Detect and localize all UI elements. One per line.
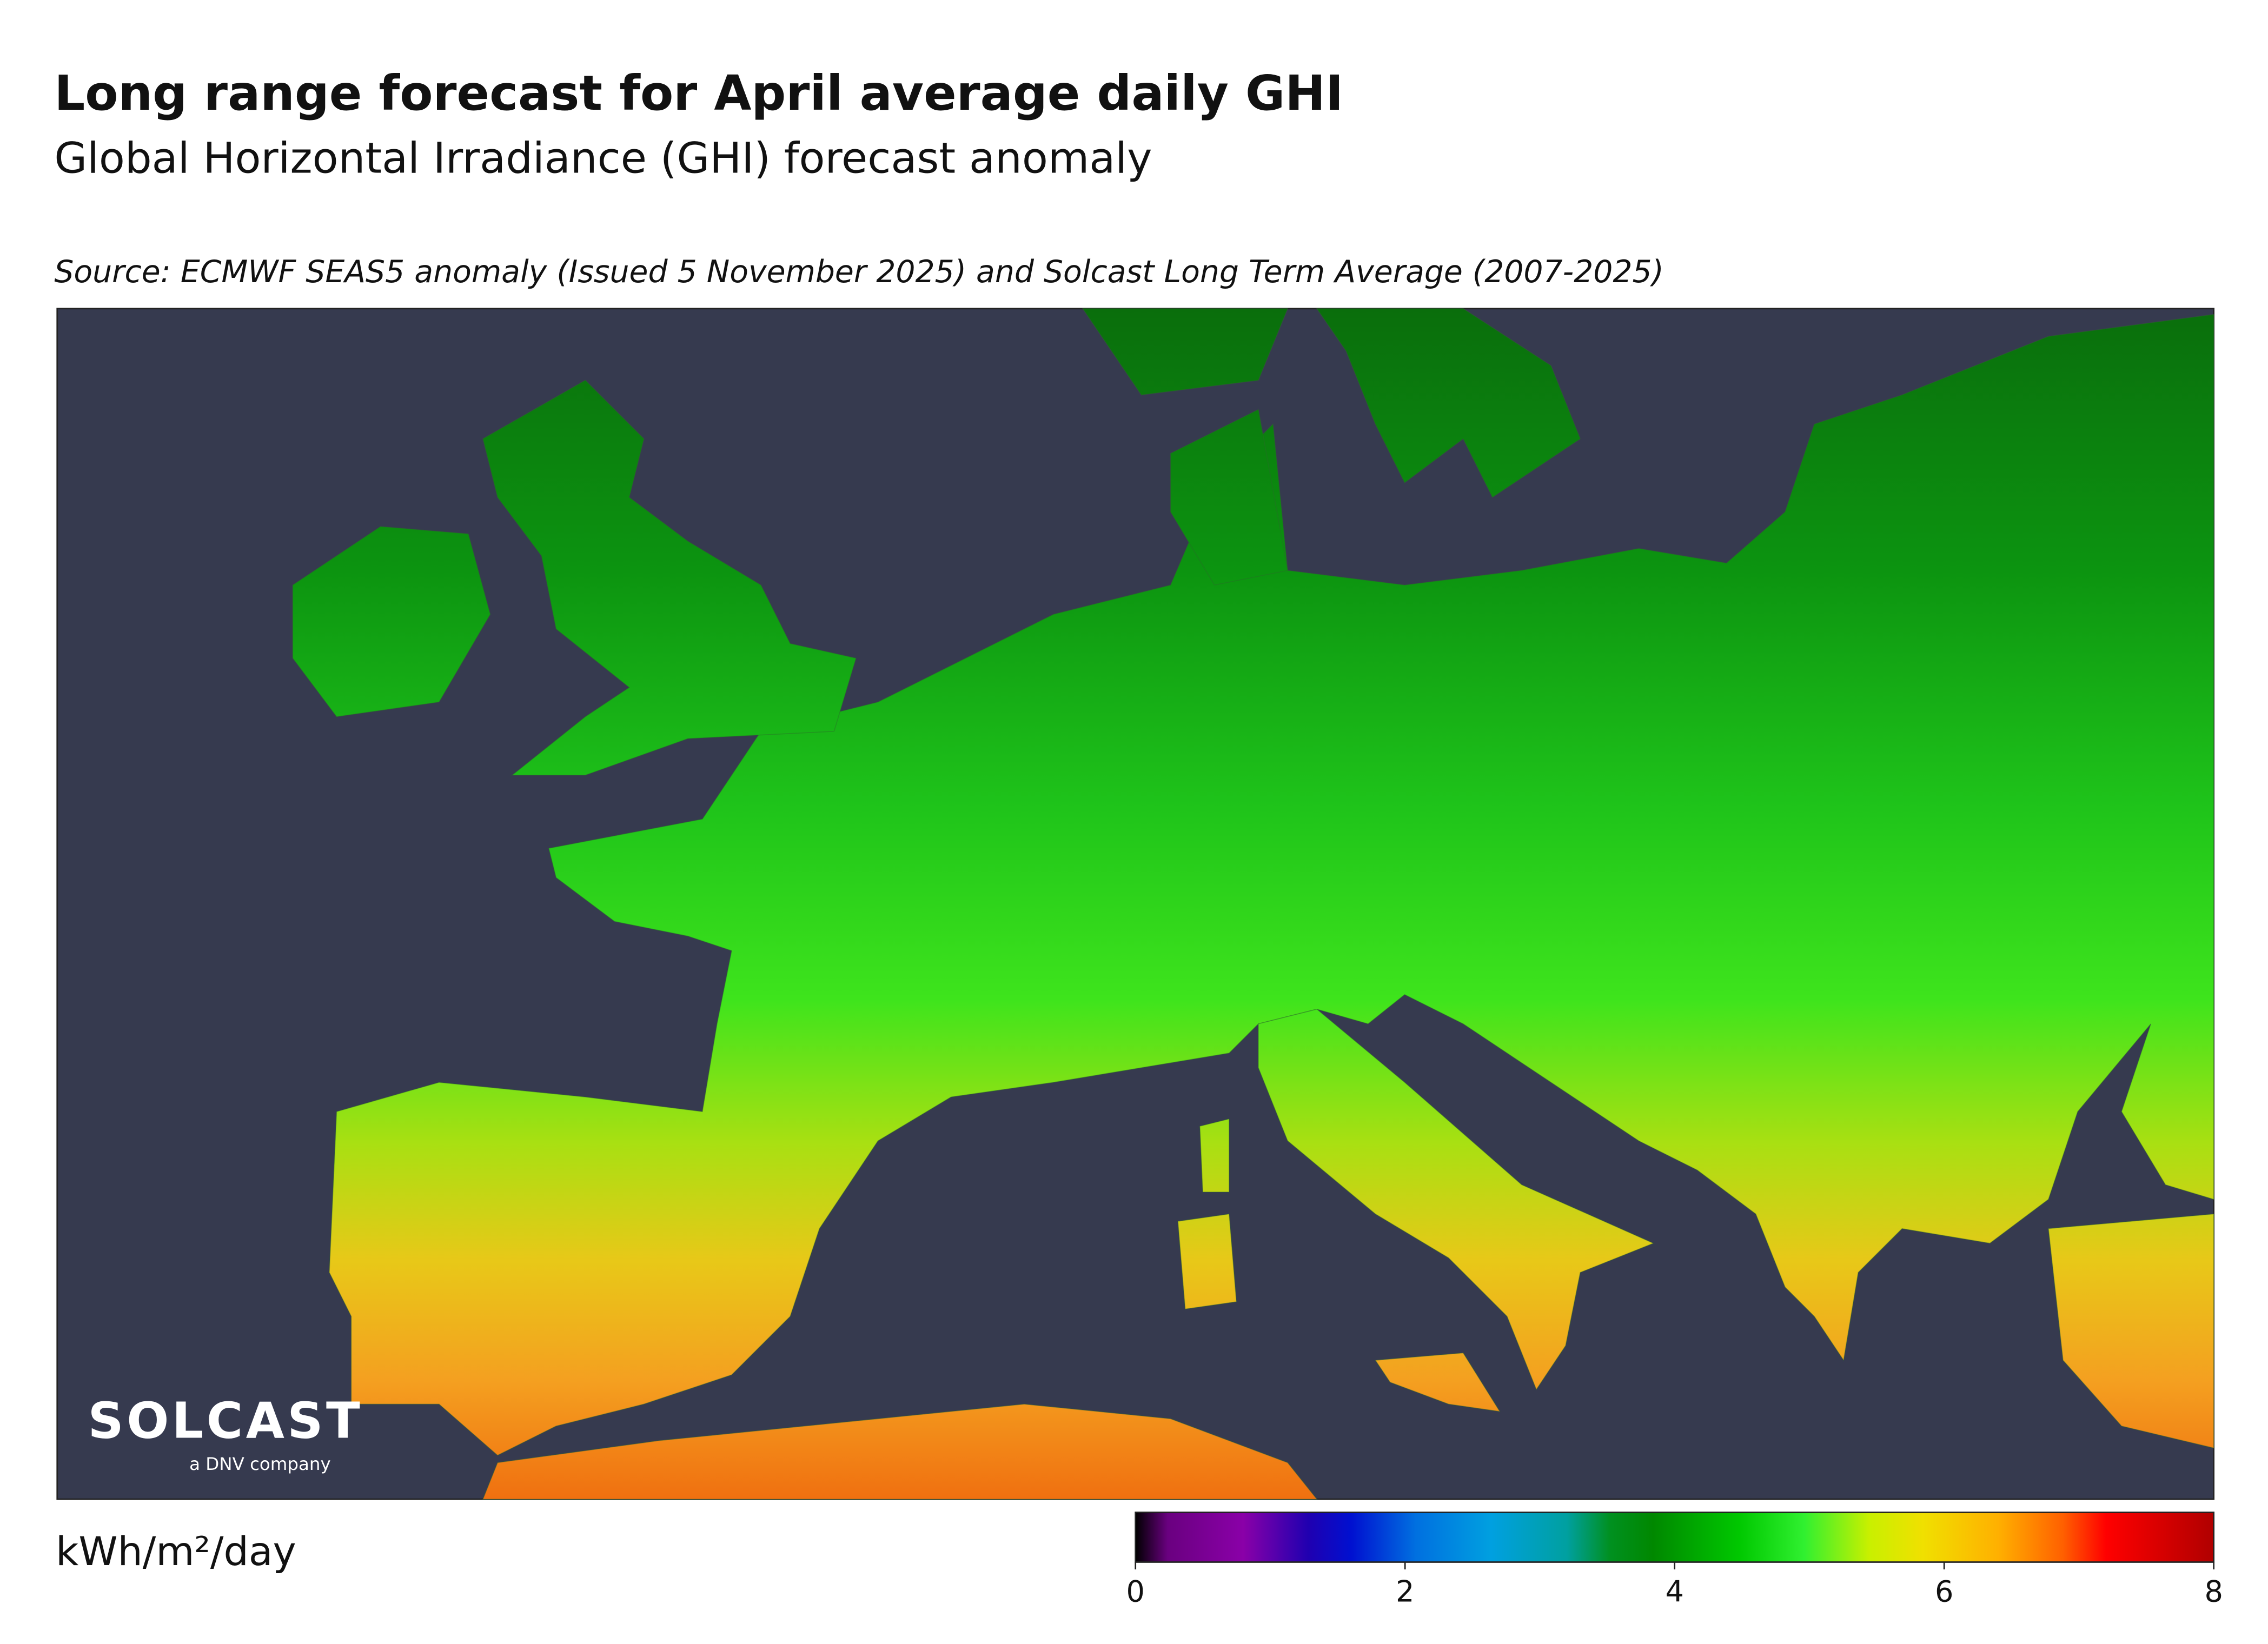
subtitle: Global Horizontal Irradiance (GHI) forec… — [54, 133, 1152, 183]
italy — [1258, 1008, 1655, 1390]
corsica — [1199, 1118, 1230, 1193]
colorbar-tick-label: 4 — [1665, 1575, 1683, 1609]
colorbar-label: kWh/m²/day — [56, 1529, 296, 1575]
denmark — [1170, 409, 1289, 586]
ireland — [292, 526, 491, 717]
source: Source: ECMWF SEAS5 anomaly (Issued 5 No… — [54, 254, 1664, 290]
sicily — [1374, 1352, 1501, 1412]
colorbar-ticks: 0 2 4 6 8 — [1126, 1562, 2223, 1609]
logo-name: SOLCAST — [88, 1392, 363, 1450]
colorbar — [1135, 1512, 2215, 1563]
sweden — [1316, 308, 1581, 498]
logo-tagline: a DNV company — [189, 1454, 331, 1474]
colorbar-tick-label: 0 — [1126, 1575, 1144, 1609]
turkey — [2048, 1213, 2214, 1449]
north-africa — [482, 1403, 1318, 1500]
colorbar-tick-label: 6 — [1935, 1575, 1953, 1609]
colorbar-tick-label: 2 — [1396, 1575, 1414, 1609]
britain — [482, 380, 857, 776]
norway — [1082, 308, 1289, 396]
colorbar-tick-label: 8 — [2204, 1575, 2223, 1609]
title: Long range forecast for April average da… — [54, 65, 1343, 122]
continental-europe — [329, 314, 2214, 1456]
map — [56, 308, 2215, 1500]
sardinia — [1177, 1213, 1237, 1310]
